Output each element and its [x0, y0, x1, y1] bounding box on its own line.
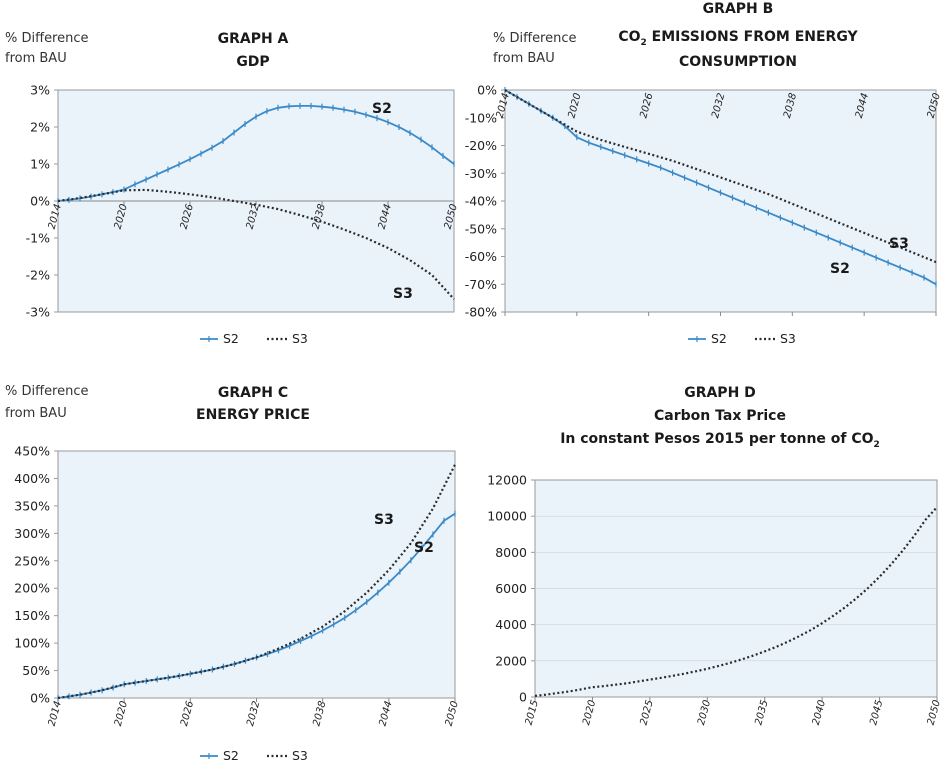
- legend-label-s3: S3: [292, 331, 308, 346]
- chart-a: GRAPH A GDP % Difference from BAU 3% 2% 1% 0% -1…: [5, 31, 460, 346]
- y-tick-label: 250%: [14, 553, 50, 568]
- y-tick-label: 12000: [487, 473, 527, 488]
- y-tick-label: -2%: [26, 268, 50, 283]
- chart-title-line: ENERGY PRICE: [196, 407, 310, 423]
- series-annotation: S3: [889, 236, 909, 252]
- y-tick-label: 2%: [30, 120, 50, 135]
- x-tick-label: 2020: [581, 699, 598, 726]
- chart-title-line: Carbon Tax Price: [654, 408, 786, 424]
- chart-title-line: CONSUMPTION: [679, 54, 797, 70]
- legend: S2 S3: [200, 748, 308, 763]
- x-tick-label: 2030: [696, 699, 713, 726]
- series-annotation: S2: [830, 261, 850, 277]
- legend-label-s2: S2: [223, 331, 239, 346]
- x-tick-label: 2050: [444, 700, 461, 727]
- y-tick-label: -70%: [465, 277, 497, 292]
- x-tick-label: 2050: [926, 92, 941, 119]
- y-tick-label: 100%: [14, 636, 50, 651]
- series-annotation: S2: [414, 540, 434, 556]
- series-line-s3: [504, 89, 937, 264]
- y-tick-label: 2000: [495, 653, 527, 668]
- y-tick-label: 10000: [487, 509, 527, 524]
- y-tick-label: -60%: [465, 249, 497, 264]
- y-tick-label: 0: [519, 690, 527, 705]
- y-tick-label: 300%: [14, 526, 50, 541]
- series-line-s3: [57, 464, 456, 700]
- y-tick-label: -20%: [465, 138, 497, 153]
- y-tick-label: 0%: [30, 691, 50, 706]
- x-tick-label: 2045: [868, 699, 885, 726]
- x-tick-label: 2032: [245, 700, 262, 727]
- x-tick-label: 2025: [639, 699, 656, 726]
- y-tick-label: 1%: [30, 157, 50, 172]
- x-tick-label: 2040: [811, 699, 828, 726]
- plot-area: [504, 89, 937, 313]
- chart-title-line: GRAPH C: [218, 385, 288, 401]
- y-tick-label: -1%: [26, 231, 50, 246]
- series-annotation: S3: [374, 512, 394, 528]
- x-tick-label: 2026: [179, 700, 196, 727]
- y-tick-label: 200%: [14, 581, 50, 596]
- chart-b: GRAPH B CO2 EMISSIONS FROM ENERGY CONSUMPT…: [465, 1, 941, 346]
- y-tick-label: -80%: [465, 305, 497, 320]
- chart-title-line: GRAPH A: [218, 31, 289, 47]
- x-tick-label: 2044: [378, 700, 395, 727]
- chart-title-line: GRAPH B: [703, 1, 774, 17]
- y-tick-label: 50%: [22, 663, 50, 678]
- plot-area: [57, 450, 456, 699]
- y-tick-label: 6000: [495, 581, 527, 596]
- legend: S2 S3: [688, 331, 796, 346]
- legend-label-s3: S3: [780, 331, 796, 346]
- legend-label-s2: S2: [223, 748, 239, 763]
- chart-d: GRAPH D Carbon Tax Price In constant Pesos…: [487, 385, 941, 726]
- y-axis-label: from BAU: [493, 51, 555, 66]
- y-tick-label: -50%: [465, 221, 497, 236]
- y-axis-label: from BAU: [5, 406, 67, 421]
- legend-label-s3: S3: [292, 748, 308, 763]
- series-line-s3: [534, 506, 938, 697]
- y-tick-label: 3%: [30, 83, 50, 98]
- y-tick-label: -30%: [465, 166, 497, 181]
- y-tick-label: 450%: [14, 444, 50, 459]
- legend-label-s2: S2: [711, 331, 727, 346]
- series-annotation: S3: [393, 286, 413, 302]
- y-axis-label: % Difference: [5, 384, 89, 399]
- y-tick-label: -10%: [465, 110, 497, 125]
- y-tick-label: -40%: [465, 194, 497, 209]
- series-annotation: S2: [372, 101, 392, 117]
- chart-title-line: In constant Pesos 2015 per tonne of CO2: [560, 431, 880, 450]
- y-tick-label: 0%: [477, 83, 497, 98]
- y-axis-label: % Difference: [493, 31, 577, 46]
- series-line-s3: [57, 188, 455, 300]
- y-tick-label: 150%: [14, 608, 50, 623]
- x-tick-label: 2020: [113, 700, 130, 727]
- legend: S2 S3: [200, 331, 308, 346]
- y-tick-label: -3%: [26, 305, 50, 320]
- y-axis-label: % Difference: [5, 31, 89, 46]
- x-tick-label: 2035: [753, 699, 770, 726]
- x-tick-label: 2050: [926, 699, 941, 726]
- y-tick-label: 400%: [14, 471, 50, 486]
- y-tick-label: 8000: [495, 545, 527, 560]
- y-axis-label: from BAU: [5, 51, 67, 66]
- chart-c: GRAPH C ENERGY PRICE % Difference from BAU 4…: [5, 384, 461, 763]
- chart-title-line: CO2 EMISSIONS FROM ENERGY: [618, 29, 858, 48]
- x-tick-label: 2038: [311, 700, 328, 727]
- chart-title-line: GDP: [236, 54, 269, 70]
- y-tick-label: 350%: [14, 498, 50, 513]
- y-tick-label: 4000: [495, 617, 527, 632]
- chart-title-line: GRAPH D: [684, 385, 756, 401]
- y-tick-label: 0%: [30, 194, 50, 209]
